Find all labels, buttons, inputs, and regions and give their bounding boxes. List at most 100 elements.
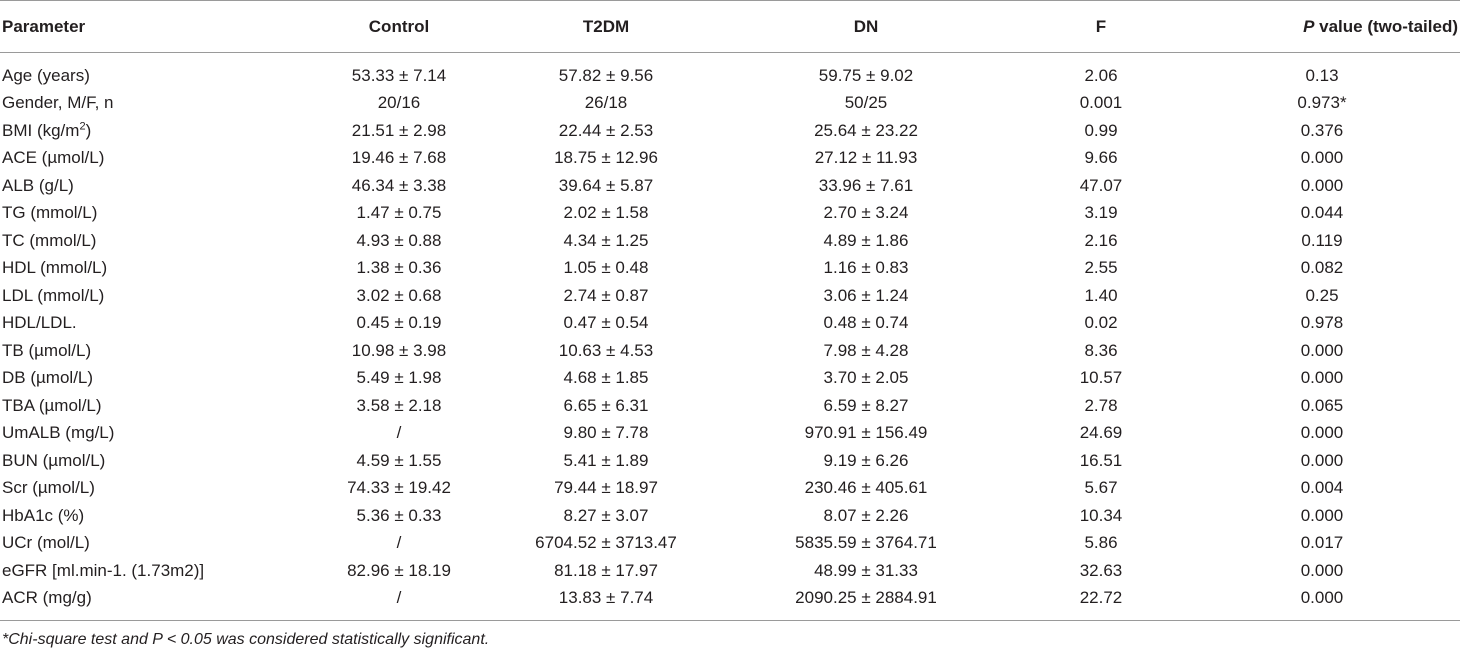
- cell-f: 2.55: [1084, 258, 1118, 278]
- table-row: ACR (mg/g) /13.83 ± 7.74 2090.25 ± 2884.91…: [0, 584, 1460, 621]
- cell-p: 0.000: [1300, 560, 1344, 580]
- cell-dn: 6.59 ± 8.27: [823, 395, 909, 415]
- table-row: Scr (µmol/L) 74.33 ± 19.42 79.44 ± 18.97 23…: [0, 475, 1460, 503]
- cell-t2dm: 4.68 ± 1.85: [563, 368, 649, 388]
- cell-control: 0.45 ± 0.19: [356, 313, 442, 333]
- cell-dn: 3.70 ± 2.05: [823, 368, 909, 388]
- table-row: HbA1c (%) 5.36 ± 0.33 8.27 ± 3.07 8.07 ± 2.…: [0, 502, 1460, 530]
- cell-control: 74.33 ± 19.42: [347, 478, 451, 498]
- cell-control: 82.96 ± 18.19: [347, 560, 451, 580]
- cell-dn: 9.19 ± 6.26: [823, 450, 909, 470]
- cell-p: 0.000: [1184, 584, 1460, 621]
- cell-parameter: HDL (mmol/L): [0, 255, 300, 283]
- cell-parameter: TB (µmol/L): [0, 337, 300, 365]
- cell-p: 0.000: [1300, 423, 1344, 443]
- cell-parameter: ACR (mg/g): [0, 584, 300, 621]
- cell-f: 8.36: [1084, 340, 1118, 360]
- parameter-label: UCr (mol/L): [2, 533, 90, 553]
- cell-dn: 970.91 ± 156.49: [804, 423, 928, 443]
- header-p-value: P value (two-tailed): [1184, 0, 1460, 53]
- table-row: TB (µmol/L) 10.98 ± 3.98 10.63 ± 4.53 7.98 …: [0, 337, 1460, 365]
- cell-f: 3.19: [1084, 203, 1118, 223]
- parameter-label: HbA1c (%): [2, 505, 85, 525]
- table-row: ALB (g/L) 46.34 ± 3.38 39.64 ± 5.87 33.96 ±…: [0, 172, 1460, 200]
- cell-f: 16.51: [1079, 450, 1123, 470]
- cell-t2dm: 22.44 ± 2.53: [558, 120, 654, 140]
- cell-control: 19.46 ± 7.68: [351, 148, 447, 168]
- table-row: HDL/LDL. 0.45 ± 0.19 0.47 ± 0.54 0.48 ± 0.7…: [0, 310, 1460, 338]
- header-parameter: Parameter: [0, 0, 300, 53]
- parameter-label-suffix: ): [85, 120, 92, 140]
- table-row: UCr (mol/L) / 6704.52 ± 3713.47 5835.59 ± 3…: [0, 530, 1460, 558]
- cell-p: 0.065: [1300, 395, 1344, 415]
- parameter-label: TB (µmol/L): [2, 340, 92, 360]
- cell-p: 0.119: [1301, 230, 1343, 250]
- table-row: UmALB (mg/L) / 9.80 ± 7.78 970.91 ± 156.49 2…: [0, 420, 1460, 448]
- cell-parameter: TC (mmol/L): [0, 227, 300, 255]
- cell-parameter: UCr (mol/L): [0, 530, 300, 558]
- cell-f: 10.57: [1079, 368, 1123, 388]
- cell-control: 4.59 ± 1.55: [356, 450, 442, 470]
- parameter-label: HDL/LDL.: [2, 313, 77, 333]
- cell-p: 0.000: [1300, 505, 1344, 525]
- parameter-label: DB (µmol/L): [2, 368, 94, 388]
- cell-dn: 3.06 ± 1.24: [823, 285, 909, 305]
- cell-dn: 7.98 ± 4.28: [823, 340, 909, 360]
- cell-dn: 2090.25 ± 2884.91: [714, 584, 1018, 621]
- cell-dn: 8.07 ± 2.26: [823, 505, 909, 525]
- cell-parameter: BUN (µmol/L): [0, 447, 300, 475]
- cell-p: 0.082: [1300, 258, 1344, 278]
- cell-parameter: ACE (µmol/L): [0, 145, 300, 173]
- cell-t2dm: 4.34 ± 1.25: [563, 230, 649, 250]
- parameter-label: HDL (mmol/L): [2, 258, 108, 278]
- cell-p: 0.000: [1300, 175, 1344, 195]
- cell-f: 5.86: [1084, 533, 1118, 553]
- cell-control: /: [300, 584, 498, 621]
- cell-dn: 25.64 ± 23.22: [814, 120, 918, 140]
- cell-p: 0.004: [1300, 478, 1344, 498]
- cell-parameter: eGFR [ml.min-1. (1.73m2)]: [0, 557, 300, 585]
- cell-parameter: LDL (mmol/L): [0, 282, 300, 310]
- cell-parameter: DB (µmol/L): [0, 365, 300, 393]
- table-header-row: Parameter Control T2DM DN F P value (two…: [0, 0, 1460, 53]
- cell-t2dm: 2.02 ± 1.58: [563, 203, 649, 223]
- cell-t2dm: 6704.52 ± 3713.47: [535, 533, 677, 553]
- cell-control: 1.38 ± 0.36: [356, 258, 442, 278]
- cell-t2dm: 9.80 ± 7.78: [563, 423, 649, 443]
- cell-t2dm: 8.27 ± 3.07: [563, 505, 649, 525]
- cell-f: 0.99: [1084, 120, 1118, 140]
- cell-control: 53.33 ± 7.14: [351, 66, 447, 86]
- cell-parameter: TG (mmol/L): [0, 200, 300, 228]
- cell-dn: 1.16 ± 0.83: [823, 258, 909, 278]
- cell-p: 0.978: [1300, 313, 1344, 333]
- parameter-label: Scr (µmol/L): [2, 478, 95, 498]
- cell-p: 0.044: [1300, 203, 1344, 223]
- cell-f: 32.63: [1079, 560, 1123, 580]
- cell-t2dm: 18.75 ± 12.96: [554, 148, 658, 168]
- cell-t2dm: 81.18 ± 17.97: [554, 560, 658, 580]
- cell-control: 10.98 ± 3.98: [351, 340, 447, 360]
- cell-dn: 27.12 ± 11.93: [814, 148, 918, 168]
- cell-p: 0.000: [1300, 148, 1344, 168]
- cell-p: 0.25: [1305, 285, 1339, 305]
- cell-dn: 50/25: [844, 93, 888, 113]
- parameter-label: ACE (µmol/L): [2, 148, 105, 168]
- cell-p: 0.000: [1300, 368, 1344, 388]
- parameter-label: ACR (mg/g): [2, 588, 92, 608]
- cell-dn: 2.70 ± 3.24: [823, 203, 909, 223]
- cell-parameter: BMI (kg/m2): [0, 117, 300, 145]
- cell-parameter: ALB (g/L): [0, 172, 300, 200]
- cell-f: 0.001: [1079, 93, 1123, 113]
- table-row: LDL (mmol/L) 3.02 ± 0.68 2.74 ± 0.87 3.06 ±…: [0, 282, 1460, 310]
- cell-parameter: Scr (µmol/L): [0, 475, 300, 503]
- header-p-letter: P: [1303, 16, 1315, 36]
- cell-dn: 230.46 ± 405.61: [804, 478, 928, 498]
- table-row: ACE (µmol/L) 19.46 ± 7.68 18.75 ± 12.96 27.…: [0, 145, 1460, 173]
- cell-t2dm: 57.82 ± 9.56: [558, 66, 654, 86]
- cell-t2dm: 39.64 ± 5.87: [558, 175, 654, 195]
- cell-parameter: TBA (µmol/L): [0, 392, 300, 420]
- table-row: BUN (µmol/L) 4.59 ± 1.55 5.41 ± 1.89 9.19 ±…: [0, 447, 1460, 475]
- cell-t2dm: 13.83 ± 7.74: [498, 584, 714, 621]
- table-row: Gender, M/F, n 20/16 26/18 50/25 0.001 0.973*: [0, 90, 1460, 118]
